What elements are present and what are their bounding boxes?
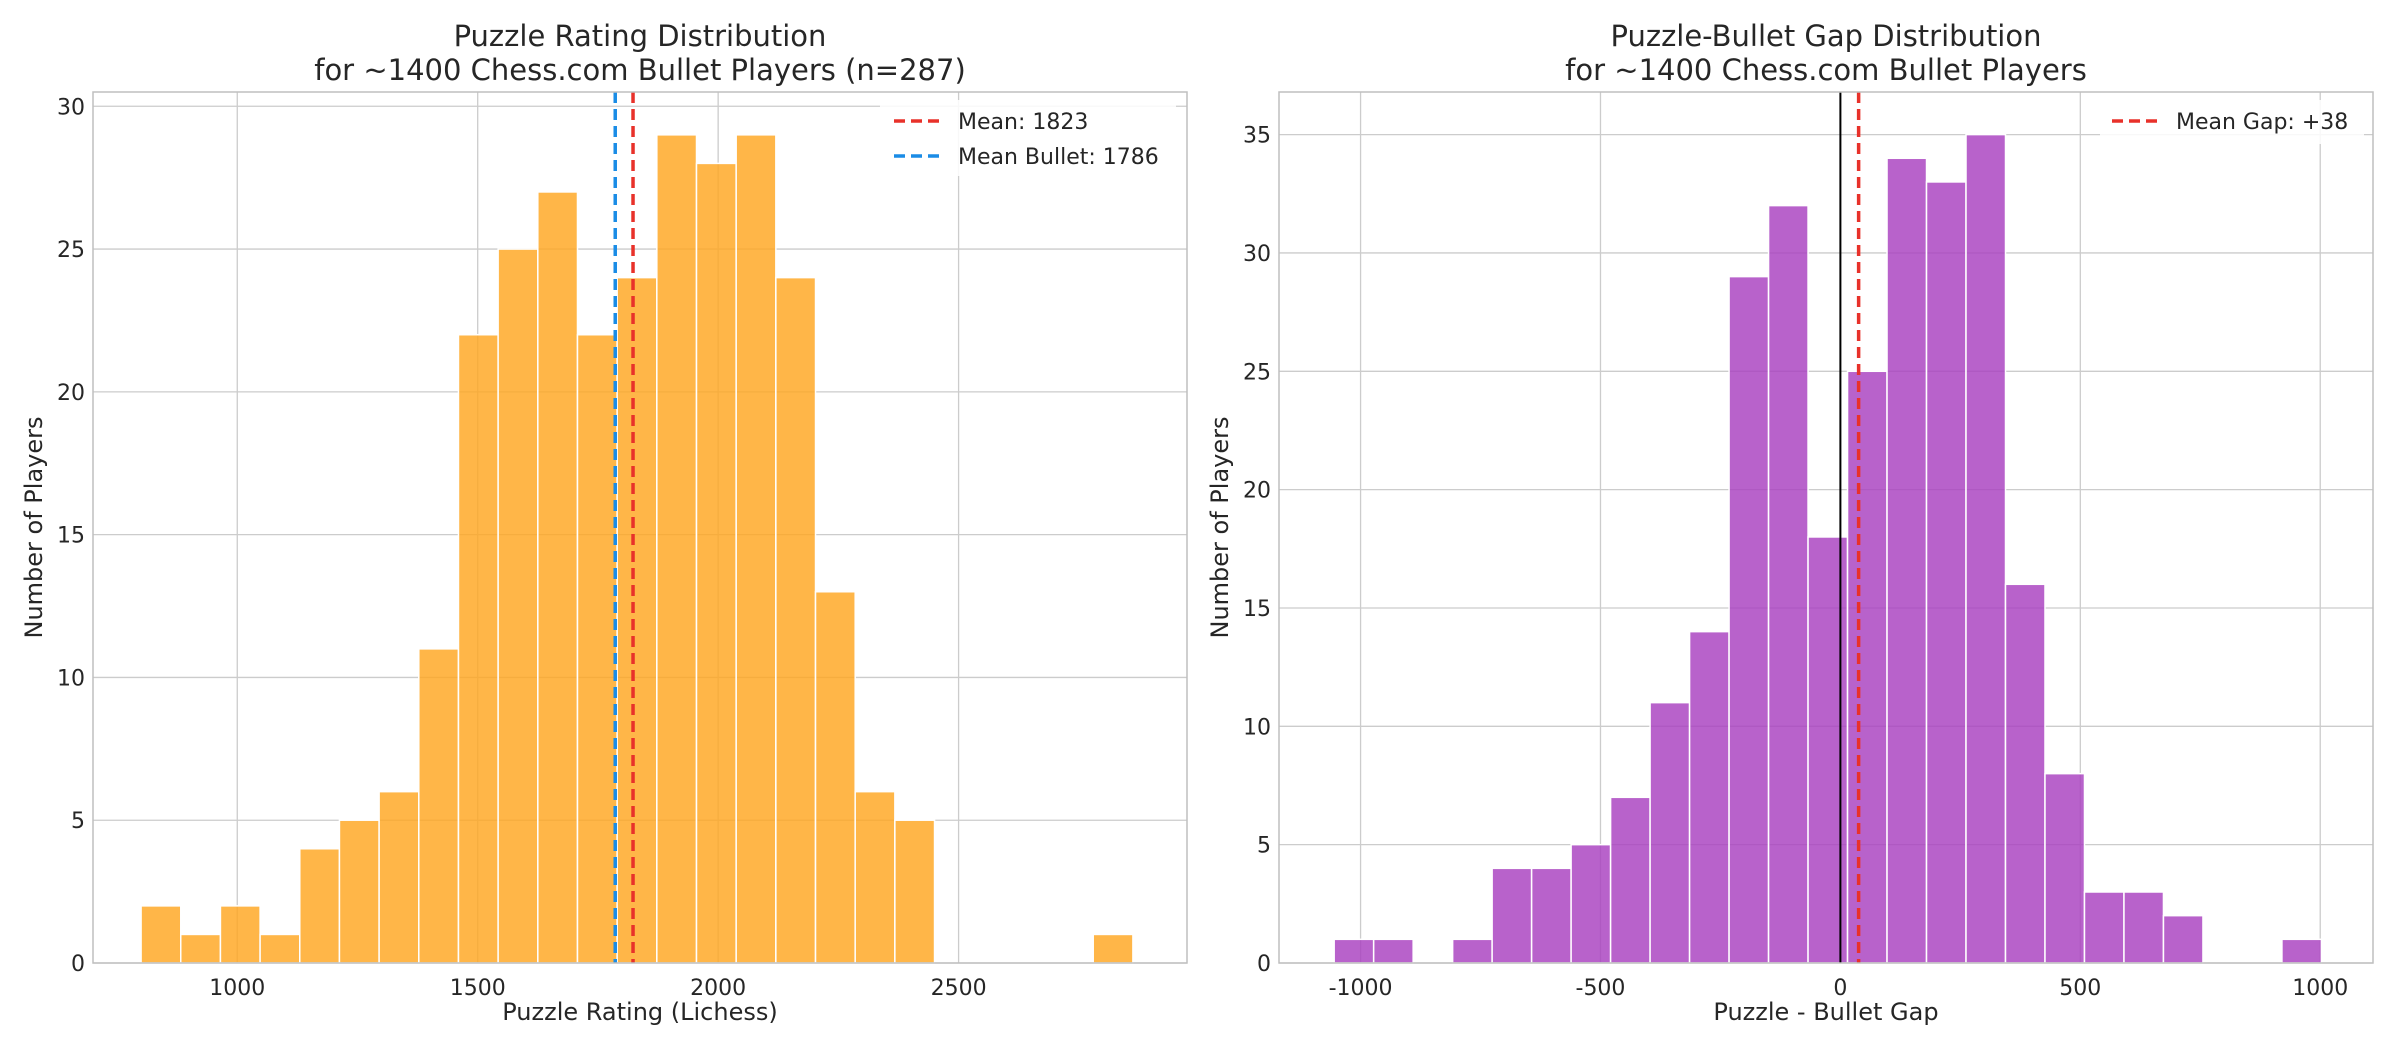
histogram-bar <box>695 162 737 964</box>
histogram-bar <box>894 819 936 964</box>
x-tick-label: 2000 <box>690 976 746 1001</box>
histogram-bar <box>140 905 182 964</box>
legend-label-mean: Mean: 1823 <box>958 110 1088 135</box>
histogram-bar <box>497 248 539 964</box>
x-tick-label: 2500 <box>931 976 987 1001</box>
chart-title: Puzzle-Bullet Gap Distribution <box>1610 19 2041 53</box>
y-tick-label: 30 <box>1243 242 1271 267</box>
histogram-bar <box>418 648 460 964</box>
histogram-bar <box>1728 275 1770 964</box>
x-tick-labels: -1000 -500 0 500 1000 <box>1329 976 2349 1001</box>
chart-title: Puzzle Rating Distribution <box>454 19 827 53</box>
x-tick-label: -1000 <box>1329 976 1393 1001</box>
histogram-bar <box>1530 867 1572 964</box>
y-tick-label: 30 <box>57 95 85 120</box>
histogram-bar <box>2123 891 2165 964</box>
y-axis-label: Number of Players <box>1206 417 1234 639</box>
plot-frame <box>92 91 1188 964</box>
x-axis-label: Puzzle Rating (Lichess) <box>502 998 777 1026</box>
legend-label-mean-gap: Mean Gap: +38 <box>2176 110 2348 135</box>
y-tick-label: 20 <box>57 381 85 406</box>
histogram-bar <box>1846 370 1888 964</box>
y-tick-label: 5 <box>71 809 85 834</box>
y-tick-label: 0 <box>71 952 85 977</box>
chart-subtitle: for ~1400 Chess.com Bullet Players <box>1565 53 2087 87</box>
plot-frame <box>1278 91 2374 964</box>
x-axis-label: Puzzle - Bullet Gap <box>1713 998 1938 1026</box>
histogram-bar <box>1925 181 1967 964</box>
histogram-bar <box>299 848 341 964</box>
histogram-bar <box>338 819 380 964</box>
y-tick-label: 15 <box>1243 597 1271 622</box>
histogram-bar <box>2083 891 2125 964</box>
histogram-bar <box>259 933 301 964</box>
histogram-bar <box>1688 630 1730 964</box>
histogram-bar <box>1333 938 1375 964</box>
histogram-bar <box>537 191 579 964</box>
y-axis-label: Number of Players <box>20 417 48 639</box>
y-tick-label: 0 <box>1257 952 1271 977</box>
histogram-bar <box>616 276 658 964</box>
histogram-bar <box>656 134 698 964</box>
histogram-bar <box>2004 583 2046 964</box>
y-tick-label: 10 <box>1243 715 1271 740</box>
chart-subtitle: for ~1400 Chess.com Bullet Players (n=28… <box>314 53 966 87</box>
histogram-bar <box>775 276 817 964</box>
puzzle-rating-chart: Puzzle Rating Distribution for ~1400 Che… <box>20 19 1188 1026</box>
histogram-bar <box>1767 204 1809 964</box>
legend-box <box>880 100 1176 176</box>
histogram-bar <box>1649 701 1691 964</box>
histogram-bar <box>1807 536 1849 964</box>
histogram-bar <box>1886 157 1928 964</box>
legend: Mean: 1823 Mean Bullet: 1786 <box>880 100 1176 176</box>
histogram-bar <box>2281 938 2323 964</box>
histogram-bar <box>2162 914 2204 964</box>
x-tick-label: 1000 <box>2292 976 2348 1001</box>
histogram-bar <box>814 591 856 964</box>
x-tick-label: 1000 <box>209 976 265 1001</box>
x-tick-label: 1500 <box>450 976 506 1001</box>
y-tick-labels: 0 5 10 15 20 25 30 <box>57 95 85 977</box>
histogram-bar <box>854 790 896 964</box>
y-tick-label: 20 <box>1243 479 1271 504</box>
histogram-bar <box>1965 133 2007 964</box>
y-tick-labels: 0 5 10 15 20 25 30 35 <box>1243 124 1271 977</box>
x-tick-label: -500 <box>1576 976 1626 1001</box>
legend: Mean Gap: +38 <box>2100 100 2364 144</box>
histogram-bar <box>1092 933 1134 964</box>
histogram-bar <box>180 933 222 964</box>
y-tick-label: 25 <box>1243 360 1271 385</box>
histogram-bar <box>1609 796 1651 964</box>
histogram-bar <box>1372 938 1414 964</box>
histogram-bar <box>219 905 261 964</box>
y-tick-label: 35 <box>1243 124 1271 149</box>
histogram-bar <box>1451 938 1493 964</box>
histogram-bar <box>576 333 618 964</box>
histogram-bar <box>378 790 420 964</box>
histogram-bar <box>735 134 777 964</box>
x-tick-label: 0 <box>1833 976 1847 1001</box>
legend-box <box>2100 100 2364 144</box>
histogram-bar <box>1570 843 1612 964</box>
x-tick-labels: 1000 1500 2000 2500 <box>209 976 986 1001</box>
histogram-bar <box>1491 867 1533 964</box>
legend-label-mean-bullet: Mean Bullet: 1786 <box>958 145 1159 170</box>
histogram-bar <box>457 333 499 964</box>
reference-lines <box>613 92 635 963</box>
x-tick-label: 500 <box>2059 976 2101 1001</box>
histogram-bar <box>2044 772 2086 964</box>
y-tick-label: 10 <box>57 666 85 691</box>
y-tick-label: 5 <box>1257 834 1271 859</box>
y-tick-label: 25 <box>57 238 85 263</box>
puzzle-bullet-gap-chart: Puzzle-Bullet Gap Distribution for ~1400… <box>1206 19 2374 1026</box>
y-tick-label: 15 <box>57 524 85 549</box>
reference-lines <box>1839 92 1861 963</box>
